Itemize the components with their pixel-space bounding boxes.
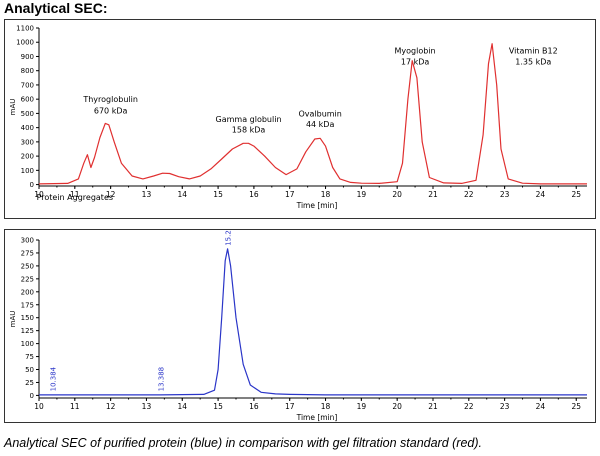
y-tick-label: 700: [21, 81, 34, 89]
y-tick-label: 25: [25, 379, 34, 387]
annotation-label: 158 kDa: [232, 126, 266, 135]
chart-panel-protein: 0 25 50 75 100 125 150 175 200 225 250 275 300 10 11 12…: [4, 229, 596, 423]
y-tick-label: 250: [21, 262, 34, 270]
annotation-label: 44 kDa: [306, 120, 335, 129]
x-tick-label: 21: [428, 190, 438, 199]
x-axis-label: Time [min]: [296, 413, 338, 422]
series-line: [39, 248, 587, 396]
x-tick-label: 14: [177, 190, 187, 199]
annotation-label: Protein Aggregates: [37, 193, 113, 202]
annotation-label: 17 kDa: [401, 57, 430, 66]
peak-label: 10.384: [50, 366, 58, 391]
y-tick-label: 900: [21, 53, 34, 61]
section-heading: Analytical SEC:: [4, 0, 108, 16]
x-tick-label: 11: [70, 190, 80, 199]
figure-caption: Analytical SEC of purified protein (blue…: [4, 436, 483, 450]
x-tick-label: 14: [177, 402, 187, 411]
y-tick-label: 1000: [16, 39, 34, 47]
x-axis-label: Time [min]: [296, 201, 338, 210]
y-tick-label: 175: [21, 301, 34, 309]
y-tick-label: 300: [21, 237, 34, 245]
y-tick-label: 800: [21, 67, 34, 75]
y-tick-label: 150: [21, 314, 34, 322]
x-tick-label: 13: [142, 402, 152, 411]
y-tick-label: 400: [21, 124, 34, 132]
series-line: [38, 43, 587, 185]
y-tick-label: 125: [21, 327, 34, 335]
annotation-label: 670 kDa: [94, 106, 128, 115]
x-tick-label: 18: [321, 402, 331, 411]
x-tick-label: 10: [34, 402, 44, 411]
x-tick-label: 13: [142, 190, 152, 199]
y-tick-label: 225: [21, 275, 34, 283]
x-tick-label: 10: [34, 190, 44, 199]
annotation-label: Ovalbumin: [298, 109, 341, 118]
y-tick-label: 0: [30, 181, 34, 189]
peak-label: 13.388: [157, 367, 165, 392]
x-tick-label: 17: [285, 402, 295, 411]
x-tick-label: 24: [536, 402, 546, 411]
x-tick-label: 25: [571, 402, 581, 411]
x-tick-label: 15: [213, 190, 223, 199]
y-axis-label: mAU: [9, 99, 17, 116]
x-tick-label: 22: [464, 190, 474, 199]
x-tick-label: 23: [500, 402, 510, 411]
annotation-label: 1.35 kDa: [515, 57, 551, 66]
y-tick-label: 1100: [16, 25, 34, 33]
annotation-label: Vitamin B12: [509, 47, 558, 56]
y-tick-label: 500: [21, 110, 34, 118]
x-tick-label: 20: [392, 402, 402, 411]
x-tick-label: 21: [428, 402, 438, 411]
y-tick-label: 0: [30, 392, 34, 400]
x-tick-label: 16: [249, 190, 259, 199]
x-tick-label: 24: [536, 190, 546, 199]
x-tick-label: 17: [285, 190, 295, 199]
y-tick-label: 200: [21, 153, 34, 161]
peak-label: 15.266: [225, 230, 233, 246]
annotation-label: Myoglobin: [395, 47, 436, 56]
x-tick-label: 12: [106, 402, 116, 411]
x-tick-label: 16: [249, 402, 259, 411]
y-tick-label: 100: [21, 167, 34, 175]
y-tick-label: 100: [21, 340, 34, 348]
chart-panel-standards: 0 100 200 300 400 500 600 700 800 900 1000 1100 10 11…: [4, 19, 596, 219]
x-tick-label: 12: [106, 190, 116, 199]
chart-standards-svg: 0 100 200 300 400 500 600 700 800 900 1000 1100 10 11…: [9, 25, 587, 210]
x-tick-label: 22: [464, 402, 474, 411]
annotation-label: Gamma globulin: [216, 115, 282, 124]
y-axis-label: mAU: [9, 311, 17, 328]
annotation-label: Thyroglobulin: [82, 95, 138, 104]
chart-protein-svg: 0 25 50 75 100 125 150 175 200 225 250 275 300 10 11 12…: [9, 230, 587, 422]
y-tick-label: 300: [21, 138, 34, 146]
x-tick-label: 23: [500, 190, 510, 199]
x-tick-label: 25: [571, 190, 581, 199]
y-tick-label: 275: [21, 249, 34, 257]
x-tick-label: 20: [392, 190, 402, 199]
y-tick-label: 75: [25, 353, 34, 361]
x-tick-label: 11: [70, 402, 80, 411]
x-tick-label: 19: [357, 190, 367, 199]
y-tick-label: 50: [25, 366, 34, 374]
x-tick-label: 15: [213, 402, 223, 411]
y-tick-label: 600: [21, 96, 34, 104]
y-tick-label: 200: [21, 288, 34, 296]
x-tick-label: 19: [357, 402, 367, 411]
x-tick-label: 18: [321, 190, 331, 199]
